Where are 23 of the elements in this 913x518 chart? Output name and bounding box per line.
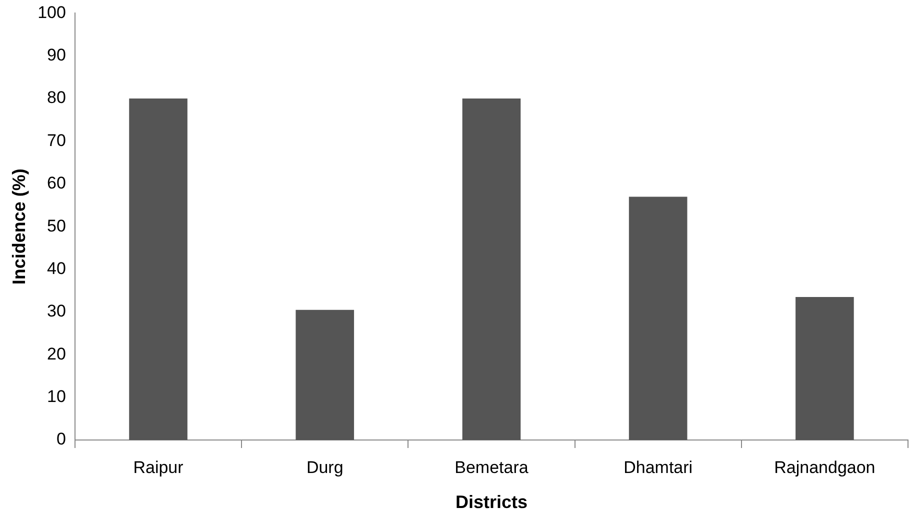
- y-tick-label: 40: [47, 258, 66, 278]
- bar: [628, 196, 688, 440]
- y-tick-label: 70: [47, 130, 66, 150]
- y-tick-label: 0: [56, 430, 66, 449]
- y-tick-label: 100: [38, 2, 66, 22]
- x-tick-label: Durg: [306, 458, 344, 477]
- y-tick-label: 50: [47, 216, 66, 236]
- x-tick-label: Raipur: [133, 458, 184, 477]
- bar: [129, 98, 188, 440]
- x-tick-label: Dhamtari: [624, 458, 693, 477]
- y-tick-label: 60: [47, 174, 66, 193]
- x-tick-label: Bemetara: [454, 458, 529, 477]
- bar: [296, 310, 354, 440]
- y-tick-label: 20: [47, 344, 66, 364]
- y-tick-label: 10: [47, 387, 66, 406]
- bar: [462, 98, 521, 440]
- x-tick-label: Rajnandgaon: [774, 458, 876, 477]
- x-axis-title: Districts: [455, 492, 528, 512]
- y-tick-label: 90: [47, 46, 66, 65]
- y-axis-title: Incidence (%): [8, 168, 29, 285]
- bar: [796, 297, 854, 440]
- y-tick-label: 80: [47, 88, 66, 108]
- y-tick-label: 30: [47, 302, 66, 321]
